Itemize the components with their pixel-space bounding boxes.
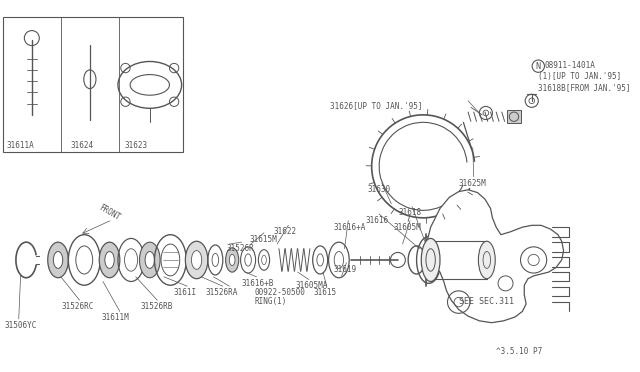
Text: 31618B[FROM JAN.'95]: 31618B[FROM JAN.'95] xyxy=(538,83,631,92)
Ellipse shape xyxy=(229,254,235,266)
Text: ^3.5.10 P7: ^3.5.10 P7 xyxy=(496,347,543,356)
Text: 3161I: 3161I xyxy=(173,288,196,297)
Text: 31526RB: 31526RB xyxy=(140,302,173,311)
Text: 00922-50500: 00922-50500 xyxy=(255,288,305,297)
Text: SEE SEC.311: SEE SEC.311 xyxy=(459,297,514,307)
Ellipse shape xyxy=(421,238,440,282)
Ellipse shape xyxy=(99,242,120,278)
Text: 31605MA: 31605MA xyxy=(296,282,328,291)
Text: 31624: 31624 xyxy=(70,141,93,150)
Text: 31526RA: 31526RA xyxy=(206,288,238,297)
Ellipse shape xyxy=(145,251,154,268)
Ellipse shape xyxy=(186,241,208,279)
Text: 31616+A: 31616+A xyxy=(333,222,365,231)
Text: 31611A: 31611A xyxy=(6,141,35,150)
Text: (1)[UP TO JAN.'95]: (1)[UP TO JAN.'95] xyxy=(538,72,621,81)
Text: 31526R: 31526R xyxy=(227,244,254,253)
Text: 31623: 31623 xyxy=(125,141,148,150)
Bar xyxy=(508,110,520,123)
Text: 31611M: 31611M xyxy=(101,313,129,322)
Ellipse shape xyxy=(105,251,114,268)
Text: 31506YC: 31506YC xyxy=(4,321,37,330)
Text: 31526RC: 31526RC xyxy=(62,302,94,311)
Text: 31605M: 31605M xyxy=(393,222,421,231)
Ellipse shape xyxy=(140,242,160,278)
Polygon shape xyxy=(426,190,564,323)
Text: N: N xyxy=(536,62,541,71)
Text: 31615: 31615 xyxy=(314,288,337,297)
Bar xyxy=(3,16,182,152)
Text: 08911-1401A: 08911-1401A xyxy=(545,61,596,70)
Text: 31616: 31616 xyxy=(365,216,388,225)
Text: 31625M: 31625M xyxy=(459,179,486,187)
Ellipse shape xyxy=(48,242,68,278)
Ellipse shape xyxy=(478,241,495,279)
Text: 31622: 31622 xyxy=(273,227,296,236)
Text: 31626[UP TO JAN.'95]: 31626[UP TO JAN.'95] xyxy=(330,101,422,110)
Text: 31618: 31618 xyxy=(399,208,422,218)
Text: FRONT: FRONT xyxy=(97,202,122,222)
Text: RING(1): RING(1) xyxy=(255,297,287,307)
Text: 31615M: 31615M xyxy=(250,235,278,244)
Text: 31630: 31630 xyxy=(368,185,391,194)
Ellipse shape xyxy=(191,251,202,269)
Text: 31619: 31619 xyxy=(333,264,356,274)
Text: 31616+B: 31616+B xyxy=(241,279,274,288)
Ellipse shape xyxy=(53,251,63,268)
Ellipse shape xyxy=(226,248,239,272)
